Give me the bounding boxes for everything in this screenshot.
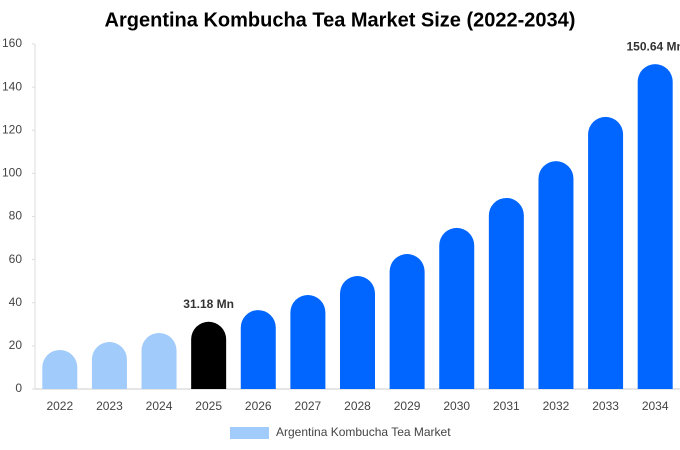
x-tick-label: 2031 xyxy=(493,399,520,413)
y-tick-label: 20 xyxy=(9,338,23,352)
x-tick-label: 2028 xyxy=(344,399,371,413)
x-tick-label: 2027 xyxy=(295,399,322,413)
y-tick-label: 160 xyxy=(2,36,22,50)
bar xyxy=(42,349,78,389)
bar xyxy=(538,161,574,389)
bar xyxy=(588,116,624,389)
bar xyxy=(488,197,524,389)
y-tick-label: 40 xyxy=(9,295,23,309)
y-tick-label: 80 xyxy=(9,209,23,223)
y-tick-label: 60 xyxy=(9,252,23,266)
chart-title: Argentina Kombucha Tea Market Size (2022… xyxy=(105,9,576,31)
value-label: 31.18 Mn xyxy=(183,297,234,311)
x-tick-label: 2033 xyxy=(592,399,619,413)
x-tick-label: 2023 xyxy=(96,399,123,413)
bar xyxy=(389,254,425,389)
x-tick-label: 2026 xyxy=(245,399,272,413)
bar xyxy=(290,294,326,389)
x-tick-label: 2030 xyxy=(443,399,470,413)
y-tick-label: 140 xyxy=(2,79,22,93)
legend-label: Argentina Kombucha Tea Market xyxy=(276,425,451,439)
bar xyxy=(240,310,276,389)
y-tick-label: 100 xyxy=(2,166,22,180)
x-tick-label: 2029 xyxy=(394,399,421,413)
value-label: 150.64 Mn xyxy=(627,39,680,53)
legend-swatch xyxy=(230,427,269,439)
bar xyxy=(340,276,375,389)
bar xyxy=(439,227,475,389)
x-tick-label: 2024 xyxy=(146,399,173,413)
x-tick-label: 2034 xyxy=(642,399,669,413)
bar xyxy=(637,64,673,390)
y-tick-label: 0 xyxy=(15,381,22,395)
x-tick-label: 2022 xyxy=(46,399,73,413)
x-tick-label: 2025 xyxy=(195,399,222,413)
bar xyxy=(141,332,177,389)
x-tick-label: 2032 xyxy=(543,399,570,413)
bar xyxy=(91,341,127,389)
bar xyxy=(191,321,227,389)
y-tick-label: 120 xyxy=(2,122,22,136)
